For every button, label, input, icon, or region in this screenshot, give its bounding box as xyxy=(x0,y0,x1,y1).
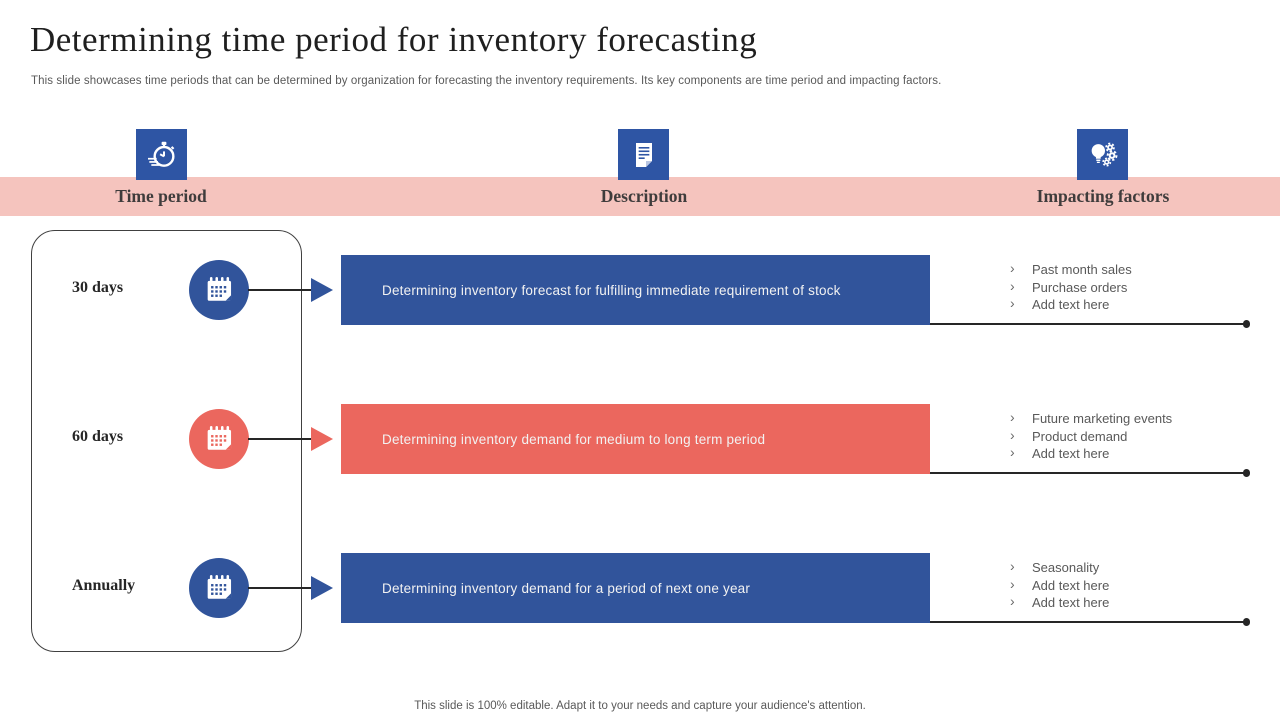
description-bar: Determining inventory forecast for fulfi… xyxy=(341,255,930,325)
factors-underline xyxy=(930,618,1250,625)
connector-line xyxy=(248,587,312,589)
period-label: 60 days xyxy=(72,428,124,445)
calendar-badge xyxy=(189,558,249,618)
calendar-badge xyxy=(189,260,249,320)
factor-item: Future marketing events xyxy=(1008,409,1268,428)
description-bar: Determining inventory demand for medium … xyxy=(341,404,930,474)
time-period-icon-tile xyxy=(136,129,187,180)
connector-line xyxy=(248,289,312,291)
editable-note: This slide is 100% editable. Adapt it to… xyxy=(414,700,866,712)
connector-line xyxy=(248,438,312,440)
time-period-box xyxy=(31,230,302,652)
column-header-impacting-factors: Impacting factors xyxy=(1036,186,1170,206)
calendar-badge xyxy=(189,409,249,469)
factor-item: Add text here xyxy=(1008,295,1268,314)
arrow-right-icon xyxy=(311,576,333,600)
stopwatch-icon xyxy=(147,141,175,167)
calendar-icon xyxy=(207,425,232,450)
factors-underline xyxy=(930,469,1250,476)
factor-item: Product demand xyxy=(1008,427,1268,446)
column-header-description: Description xyxy=(600,186,688,206)
arrow-right-icon xyxy=(311,427,333,451)
calendar-icon xyxy=(207,276,232,301)
calendar-icon xyxy=(207,574,232,599)
document-icon xyxy=(635,142,652,167)
lightbulb-gears-icon xyxy=(1091,142,1117,167)
page-title: Determining time period for inventory fo… xyxy=(30,20,758,59)
arrow-right-icon xyxy=(311,278,333,302)
factor-item: Add text here xyxy=(1008,593,1268,612)
period-label: Annually xyxy=(72,577,136,594)
impacting-factors-icon-tile xyxy=(1077,129,1128,180)
page-subtitle: This slide showcases time periods that c… xyxy=(31,75,942,87)
factor-item: Add text here xyxy=(1008,444,1268,463)
column-header-time-period: Time period xyxy=(115,186,207,206)
description-text: Determining inventory forecast for fulfi… xyxy=(382,282,841,298)
factors-list: Seasonality Add text here Add text here xyxy=(1008,558,1268,612)
factor-item: Add text here xyxy=(1008,576,1268,595)
factors-underline xyxy=(930,320,1250,327)
description-icon-tile xyxy=(618,129,669,180)
factor-item: Past month sales xyxy=(1008,260,1268,279)
period-label: 30 days xyxy=(72,279,124,296)
description-text: Determining inventory demand for a perio… xyxy=(382,580,751,596)
factors-list: Past month sales Purchase orders Add tex… xyxy=(1008,260,1268,314)
factor-item: Purchase orders xyxy=(1008,278,1268,297)
factor-item: Seasonality xyxy=(1008,558,1268,577)
description-bar: Determining inventory demand for a perio… xyxy=(341,553,930,623)
description-text: Determining inventory demand for medium … xyxy=(382,431,766,447)
factors-list: Future marketing events Product demand A… xyxy=(1008,409,1268,463)
header-band xyxy=(0,177,1280,216)
